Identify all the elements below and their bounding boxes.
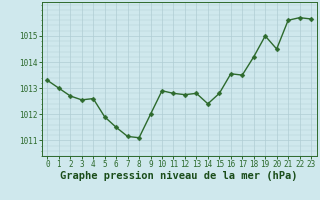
X-axis label: Graphe pression niveau de la mer (hPa): Graphe pression niveau de la mer (hPa) [60,171,298,181]
